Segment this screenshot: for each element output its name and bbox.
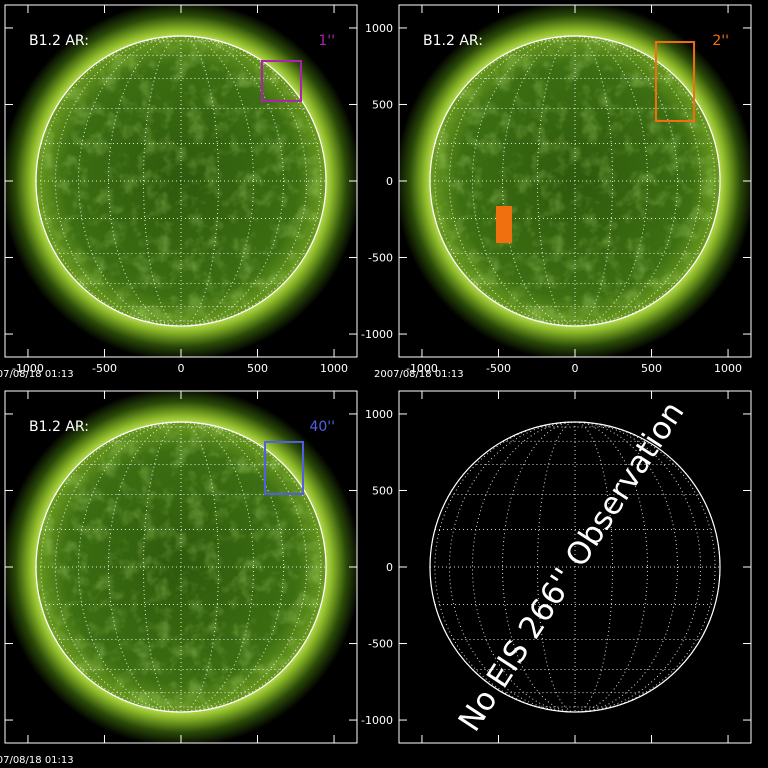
slit-label: 1'' <box>318 33 335 49</box>
panel: -1000 -500 0 500 1000 B1.2 AR: 1'' 2007/08/18 0… <box>0 4 358 380</box>
panel: -1000 -500 0 500 1000 No EIS 266'' Observatio… <box>361 390 752 744</box>
x-tick-label: 1000 <box>714 362 742 375</box>
panel-label: B1.2 AR: <box>29 33 89 49</box>
slit-label: 2'' <box>712 33 729 49</box>
y-tick-label: 0 <box>386 175 393 188</box>
x-tick-label: 500 <box>641 362 662 375</box>
x-tick-label: -500 <box>486 362 511 375</box>
x-tick-label: 1000 <box>320 362 348 375</box>
meridian <box>471 421 679 713</box>
meridian <box>434 421 716 713</box>
y-tick-label: 1000 <box>365 408 393 421</box>
panel: B1.2 AR: 40'' 2007/08/18 01:13 <box>0 390 358 766</box>
meridian <box>77 421 285 713</box>
limb <box>35 35 327 327</box>
y-tick-label: 500 <box>372 98 393 111</box>
panel-label: B1.2 AR: <box>29 419 89 435</box>
x-tick-label: 0 <box>178 362 185 375</box>
no-observation-message: No EIS 266'' Observation <box>452 395 692 738</box>
timestamp: 2007/08/18 01:13 <box>0 369 74 380</box>
meridian <box>434 35 716 327</box>
panel: -1000 -500 0 500 1000 -1000 -500 0 500 1000 B1.2 A… <box>361 4 752 380</box>
x-tick-label: 0 <box>572 362 579 375</box>
plot-area <box>429 421 721 713</box>
plot-area <box>5 391 357 743</box>
raster-box <box>260 60 302 102</box>
x-tick-label: 500 <box>247 362 268 375</box>
x-tick-label: -1000 <box>12 362 44 375</box>
raster-box <box>495 206 513 244</box>
plot-area <box>399 5 751 357</box>
timestamp: 2007/08/18 01:13 <box>0 755 74 766</box>
raster-box <box>264 440 304 495</box>
limb <box>429 421 721 713</box>
timestamp: 2007/08/18 01:13 <box>374 369 464 380</box>
y-tick-label: 1000 <box>365 22 393 35</box>
y-tick-label: -1000 <box>361 714 393 727</box>
meridian <box>40 35 322 327</box>
raster-box <box>654 41 696 123</box>
x-tick-label: -500 <box>92 362 117 375</box>
meridian <box>40 421 322 713</box>
plot-area <box>5 5 357 357</box>
slit-label: 40'' <box>309 419 335 435</box>
meridian <box>77 35 285 327</box>
y-tick-label: -500 <box>368 638 393 651</box>
meridian <box>108 421 254 713</box>
limb <box>429 35 721 327</box>
panel-label: B1.2 AR: <box>423 33 483 49</box>
y-tick-label: -1000 <box>361 328 393 341</box>
x-tick-label: -1000 <box>406 362 438 375</box>
y-tick-label: 0 <box>386 561 393 574</box>
meridian <box>108 35 254 327</box>
meridian <box>502 35 648 327</box>
y-tick-label: 500 <box>372 484 393 497</box>
y-tick-label: -500 <box>368 252 393 265</box>
limb <box>35 421 327 713</box>
meridian <box>471 35 679 327</box>
meridian <box>502 421 648 713</box>
